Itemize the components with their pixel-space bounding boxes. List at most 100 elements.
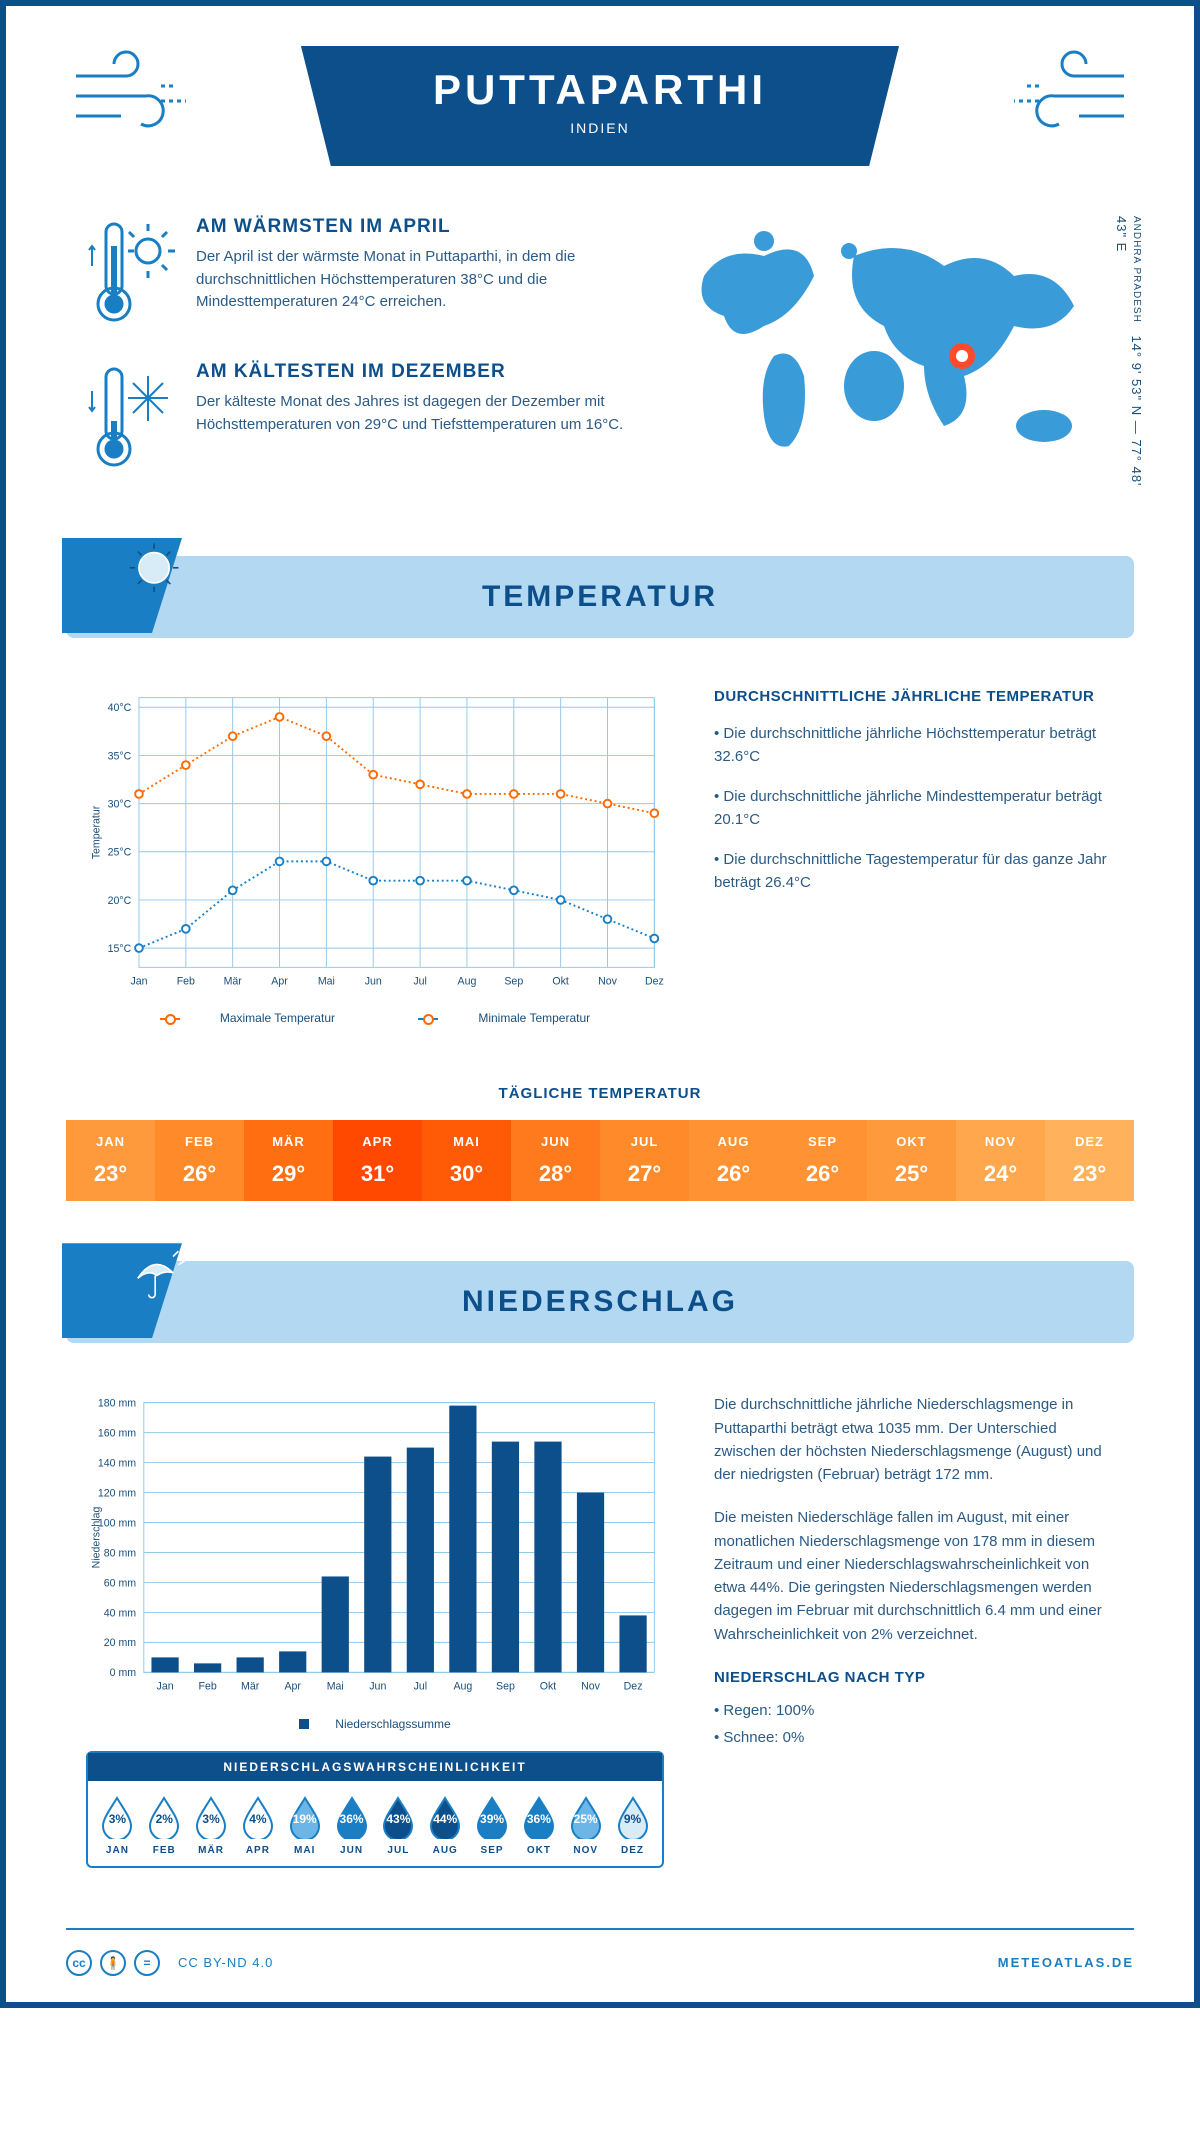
info-row: AM WÄRMSTEN IM APRIL Der April ist der w… <box>6 196 1194 556</box>
wind-icon-right <box>994 46 1134 146</box>
probability-cell: 36% OKT <box>515 1795 562 1856</box>
cc-icon: cc <box>66 1950 92 1976</box>
daily-cell: APR31° <box>333 1120 422 1201</box>
svg-text:Dez: Dez <box>624 1681 643 1693</box>
svg-text:100 mm: 100 mm <box>98 1518 136 1530</box>
svg-text:Mai: Mai <box>318 976 335 988</box>
drop-icon: 43% <box>381 1795 415 1839</box>
daily-cell: JUN28° <box>511 1120 600 1201</box>
drop-icon: 9% <box>616 1795 650 1839</box>
svg-text:Sep: Sep <box>504 976 523 988</box>
climate-facts: AM WÄRMSTEN IM APRIL Der April ist der w… <box>86 216 634 506</box>
country-name: INDIEN <box>361 120 839 136</box>
svg-text:Jan: Jan <box>130 976 147 988</box>
precip-legend: Niederschlagssumme <box>86 1707 664 1731</box>
warmest-text: Der April ist der wärmste Monat in Putta… <box>196 246 634 314</box>
license-badge: cc 🧍 = CC BY-ND 4.0 <box>66 1950 273 1976</box>
probability-title: NIEDERSCHLAGSWAHRSCHEINLICHKEIT <box>88 1753 662 1781</box>
drop-icon: 3% <box>194 1795 228 1839</box>
coldest-fact: AM KÄLTESTEN IM DEZEMBER Der kälteste Mo… <box>86 361 634 476</box>
svg-text:Aug: Aug <box>458 976 477 988</box>
map-box: ANDHRA PRADESH 14° 9' 53" N — 77° 48' 43… <box>674 216 1114 506</box>
svg-text:Jun: Jun <box>369 1681 386 1693</box>
drop-icon: 36% <box>522 1795 556 1839</box>
precip-legend-label: Niederschlagssumme <box>335 1717 450 1731</box>
svg-text:30°C: 30°C <box>108 798 132 810</box>
legend-min: Minimale Temperatur <box>478 1011 590 1025</box>
umbrella-icon <box>62 1243 192 1358</box>
svg-text:140 mm: 140 mm <box>98 1458 136 1470</box>
svg-text:Apr: Apr <box>271 976 288 988</box>
coordinates: ANDHRA PRADESH 14° 9' 53" N — 77° 48' 43… <box>1114 216 1144 506</box>
coldest-text: Der kälteste Monat des Jahres ist dagege… <box>196 391 634 436</box>
svg-text:Apr: Apr <box>284 1681 301 1693</box>
svg-text:40°C: 40°C <box>108 702 132 714</box>
daily-cell: AUG26° <box>689 1120 778 1201</box>
svg-text:40 mm: 40 mm <box>104 1608 137 1620</box>
warmest-title: AM WÄRMSTEN IM APRIL <box>196 216 634 238</box>
probability-cell: 19% MAI <box>281 1795 328 1856</box>
precip-rain: • Regen: 100% <box>714 1699 1114 1722</box>
svg-text:Mai: Mai <box>327 1681 344 1693</box>
coldest-title: AM KÄLTESTEN IM DEZEMBER <box>196 361 634 383</box>
svg-text:Jan: Jan <box>157 1681 174 1693</box>
svg-text:Mär: Mär <box>224 976 243 988</box>
temperature-aside: DURCHSCHNITTLICHE JÄHRLICHE TEMPERATUR •… <box>714 688 1114 1025</box>
precip-p2: Die meisten Niederschläge fallen im Augu… <box>714 1506 1114 1646</box>
svg-text:180 mm: 180 mm <box>98 1398 136 1410</box>
svg-text:Feb: Feb <box>199 1681 217 1693</box>
temperature-title: TEMPERATUR <box>96 580 1104 614</box>
footer: cc 🧍 = CC BY-ND 4.0 METEOATLAS.DE <box>66 1928 1134 2002</box>
svg-text:Aug: Aug <box>453 1681 472 1693</box>
city-name: PUTTAPARTHI <box>361 66 839 114</box>
daily-temp-strip: JAN23°FEB26°MÄR29°APR31°MAI30°JUN28°JUL2… <box>66 1120 1134 1201</box>
temperature-chart: 15°C20°C25°C30°C35°C40°CJanFebMärAprMaiJ… <box>86 688 664 1025</box>
temp-aside-b2: • Die durchschnittliche jährliche Mindes… <box>714 786 1114 831</box>
drop-icon: 44% <box>428 1795 462 1839</box>
svg-text:15°C: 15°C <box>108 943 132 955</box>
section-header-precipitation: NIEDERSCHLAG <box>66 1261 1134 1343</box>
probability-cell: 36% JUN <box>328 1795 375 1856</box>
svg-text:Okt: Okt <box>540 1681 557 1693</box>
daily-cell: MAI30° <box>422 1120 511 1201</box>
svg-text:60 mm: 60 mm <box>104 1578 137 1590</box>
precipitation-chart: 0 mm20 mm40 mm60 mm80 mm100 mm120 mm140 … <box>86 1393 664 1867</box>
daily-temp-title: TÄGLICHE TEMPERATUR <box>6 1085 1194 1102</box>
daily-cell: DEZ23° <box>1045 1120 1134 1201</box>
daily-cell: SEP26° <box>778 1120 867 1201</box>
svg-text:Niederschlag: Niederschlag <box>90 1507 102 1569</box>
svg-text:Dez: Dez <box>645 976 664 988</box>
svg-text:Nov: Nov <box>581 1681 601 1693</box>
drop-icon: 19% <box>288 1795 322 1839</box>
section-header-temperature: TEMPERATUR <box>66 556 1134 638</box>
svg-text:160 mm: 160 mm <box>98 1428 136 1440</box>
probability-cell: 44% AUG <box>422 1795 469 1856</box>
site-name: METEOATLAS.DE <box>998 1955 1134 1970</box>
daily-cell: FEB26° <box>155 1120 244 1201</box>
svg-text:Feb: Feb <box>177 976 195 988</box>
probability-cell: 3% JAN <box>94 1795 141 1856</box>
probability-cell: 9% DEZ <box>609 1795 656 1856</box>
thermometer-hot-icon <box>86 216 176 331</box>
svg-text:Okt: Okt <box>552 976 569 988</box>
drop-icon: 36% <box>335 1795 369 1839</box>
svg-text:Jul: Jul <box>413 976 427 988</box>
precipitation-aside: Die durchschnittliche jährliche Niedersc… <box>714 1393 1114 1867</box>
page: PUTTAPARTHI INDIEN <box>0 0 1200 2008</box>
title-banner: PUTTAPARTHI INDIEN <box>301 46 899 166</box>
drop-icon: 3% <box>100 1795 134 1839</box>
precip-p1: Die durchschnittliche jährliche Niedersc… <box>714 1393 1114 1486</box>
by-icon: 🧍 <box>100 1950 126 1976</box>
drop-icon: 39% <box>475 1795 509 1839</box>
svg-text:Sep: Sep <box>496 1681 515 1693</box>
probability-cell: 2% FEB <box>141 1795 188 1856</box>
license-text: CC BY-ND 4.0 <box>178 1955 273 1970</box>
svg-text:20°C: 20°C <box>108 895 132 907</box>
wind-icon-left <box>66 46 206 146</box>
probability-cell: 25% NOV <box>562 1795 609 1856</box>
daily-cell: JUL27° <box>600 1120 689 1201</box>
precip-snow: • Schnee: 0% <box>714 1726 1114 1749</box>
precipitation-title: NIEDERSCHLAG <box>96 1285 1104 1319</box>
temp-aside-b1: • Die durchschnittliche jährliche Höchst… <box>714 723 1114 768</box>
drop-icon: 2% <box>147 1795 181 1839</box>
